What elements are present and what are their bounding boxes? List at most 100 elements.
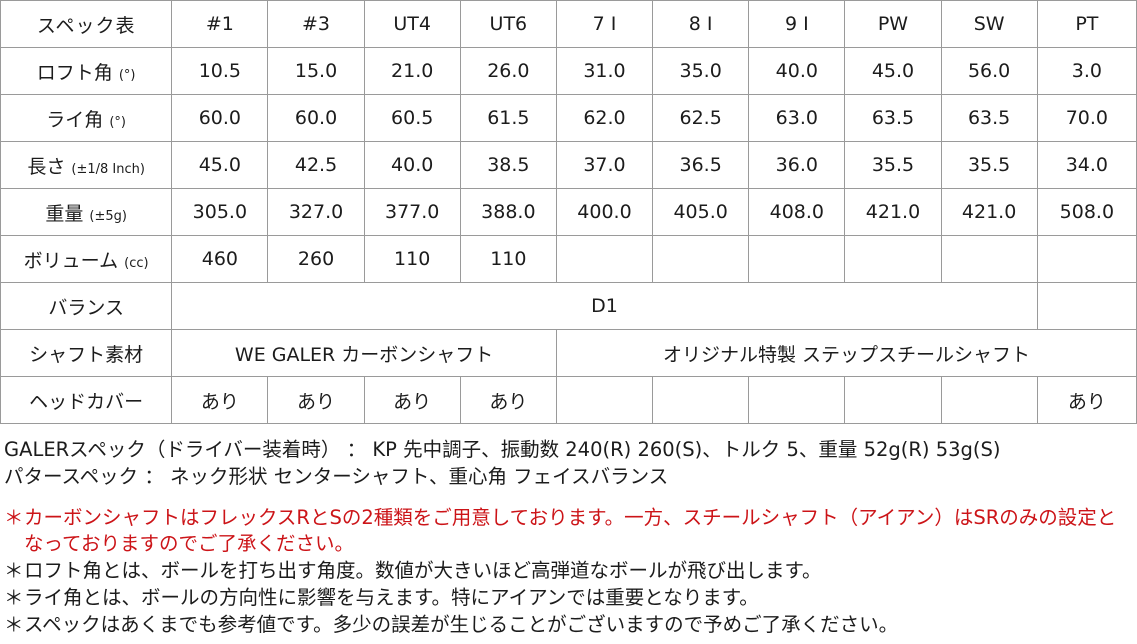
row-label-unit: (°) [109, 114, 126, 130]
cell-r2-c6: 36.0 [748, 141, 846, 189]
row-label-unit: (±5g) [89, 208, 127, 224]
bullet-note-text: スペックはあくまでも参考値です。多少の誤差が生じることがございますので予めご了承… [24, 613, 899, 636]
row-label-text: シャフト素材 [29, 343, 144, 366]
cell-head-cover-c0: あり [171, 376, 269, 424]
page-title: スペック表 [0, 0, 173, 48]
column-header-2: #3 [267, 0, 365, 48]
table-row: 長さ (±1/8 Inch) 45.0 42.5 40.0 38.5 37.0 36.5 36… [0, 141, 1137, 189]
cell-head-cover-c5 [652, 376, 750, 424]
table-row: ロフト角 (°) 10.5 15.0 21.0 26.0 31.0 35.0 40.0 45.0… [0, 47, 1137, 95]
column-header-1: #1 [171, 0, 269, 48]
notes-spacer [4, 490, 1133, 504]
row-label-text: 重量 [45, 202, 84, 225]
column-header-4: UT6 [459, 0, 557, 48]
bullet-note-2: ＊ライ角とは、ボールの方向性に影響を与えます。特にアイアンでは重要となります。 [4, 585, 1133, 611]
cell-r3-c7: 421.0 [844, 188, 942, 236]
cell-r4-c9 [1036, 235, 1137, 283]
cell-r1-c2: 60.5 [363, 94, 461, 142]
table-header: スペック表 #1 #3 UT4 UT6 7 I 8 I 9 I PW SW PT [0, 0, 1137, 48]
table-row-balance: バランス D1 [0, 282, 1137, 330]
cell-r1-c5: 62.5 [652, 94, 750, 142]
cell-r0-c0: 10.5 [171, 47, 269, 95]
column-header-10: PT [1036, 0, 1137, 48]
cell-r1-c0: 60.0 [171, 94, 269, 142]
cell-r4-c4 [555, 235, 654, 283]
cell-r4-c8 [940, 235, 1038, 283]
row-label-head-cover: ヘッドカバー [0, 376, 173, 424]
putter-spec-line: パタースペック ： ネック形状 センターシャフト、重心角 フェイスバランス [4, 465, 669, 488]
asterisk-icon: ＊ [4, 506, 24, 529]
column-header-8: PW [844, 0, 942, 48]
row-label-4: ボリューム (cc) [0, 235, 173, 283]
cell-r2-c9: 34.0 [1036, 141, 1137, 189]
cell-r3-c4: 400.0 [555, 188, 654, 236]
asterisk-icon: ＊ [4, 613, 24, 636]
column-header-6: 8 I [652, 0, 750, 48]
cell-r4-c7 [844, 235, 942, 283]
cell-head-cover-c7 [844, 376, 942, 424]
cell-r3-c8: 421.0 [940, 188, 1038, 236]
cell-r2-c2: 40.0 [363, 141, 461, 189]
asterisk-icon: ＊ [4, 559, 24, 582]
row-label-text: ボリューム [23, 249, 119, 272]
cell-r0-c6: 40.0 [748, 47, 846, 95]
cell-head-cover-c3: あり [459, 376, 557, 424]
cell-r1-c3: 61.5 [459, 94, 557, 142]
cell-r2-c5: 36.5 [652, 141, 750, 189]
cell-balance-value: D1 [171, 282, 1038, 330]
cell-head-cover-c4 [555, 376, 654, 424]
row-label-3: 重量 (±5g) [0, 188, 173, 236]
row-label-0: ロフト角 (°) [0, 47, 173, 95]
row-label-unit: (°) [118, 67, 136, 83]
cell-head-cover-c2: あり [363, 376, 461, 424]
column-header-9: SW [940, 0, 1038, 48]
bullet-note-text: ライ角とは、ボールの方向性に影響を与えます。特にアイアンでは重要となります。 [24, 586, 759, 609]
cell-r1-c4: 62.0 [555, 94, 654, 142]
cell-head-cover-c8 [940, 376, 1038, 424]
cell-r4-c3: 110 [459, 235, 557, 283]
cell-r3-c5: 405.0 [652, 188, 750, 236]
cell-r2-c1: 42.5 [267, 141, 365, 189]
row-label-balance: バランス [0, 282, 173, 330]
cell-r0-c9: 3.0 [1036, 47, 1137, 95]
column-header-5: 7 I [555, 0, 654, 48]
cell-r3-c3: 388.0 [459, 188, 557, 236]
cell-r3-c1: 327.0 [267, 188, 365, 236]
cell-head-cover-c6 [748, 376, 846, 424]
row-label-text: ヘッドカバー [29, 390, 144, 413]
column-header-3: UT4 [363, 0, 461, 48]
notes-section: GALERスペック（ドライバー装着時） ： KP 先中調子、振動数 240(R)… [0, 424, 1137, 638]
row-label-text: ライ角 [46, 108, 104, 131]
cell-r0-c4: 31.0 [555, 47, 654, 95]
cell-balance-empty-0 [1036, 282, 1137, 330]
table-row: ライ角 (°) 60.0 60.0 60.5 61.5 62.0 62.5 63.0 63.5 6… [0, 94, 1137, 142]
cell-r0-c7: 45.0 [844, 47, 942, 95]
cell-r2-c8: 35.5 [940, 141, 1038, 189]
cell-r0-c1: 15.0 [267, 47, 365, 95]
cell-r4-c5 [652, 235, 750, 283]
cell-r3-c0: 305.0 [171, 188, 269, 236]
cell-r1-c8: 63.5 [940, 94, 1038, 142]
cell-head-cover-c1: あり [267, 376, 365, 424]
asterisk-icon: ＊ [4, 586, 24, 609]
cell-r2-c3: 38.5 [459, 141, 557, 189]
cell-r4-c2: 110 [363, 235, 461, 283]
cell-r2-c4: 37.0 [555, 141, 654, 189]
cell-r2-c7: 35.5 [844, 141, 942, 189]
cell-r2-c0: 45.0 [171, 141, 269, 189]
cell-r1-c9: 70.0 [1036, 94, 1137, 142]
row-label-shaft-material: シャフト素材 [0, 329, 173, 377]
row-label-text: バランス [48, 296, 124, 319]
row-label-unit: (±1/8 Inch) [71, 161, 145, 177]
table-row-head-cover: ヘッドカバー あり あり あり あり あり [0, 376, 1137, 424]
row-label-unit: (cc) [124, 255, 149, 271]
bullet-note-0: ＊カーボンシャフトはフレックスRとSの2種類をご用意しております。一方、スチール… [4, 505, 1133, 557]
header-row: スペック表 #1 #3 UT4 UT6 7 I 8 I 9 I PW SW PT [0, 0, 1137, 48]
cell-r0-c3: 26.0 [459, 47, 557, 95]
table-row: ボリューム (cc) 460 260 110 110 [0, 235, 1137, 283]
bullet-note-1: ＊ロフト角とは、ボールを打ち出す角度。数値が大きいほど高弾道なボールが飛び出しま… [4, 558, 1133, 584]
cell-r4-c6 [748, 235, 846, 283]
cell-shaft-material-0: WE GALER カーボンシャフト [171, 329, 557, 377]
cell-r4-c1: 260 [267, 235, 365, 283]
